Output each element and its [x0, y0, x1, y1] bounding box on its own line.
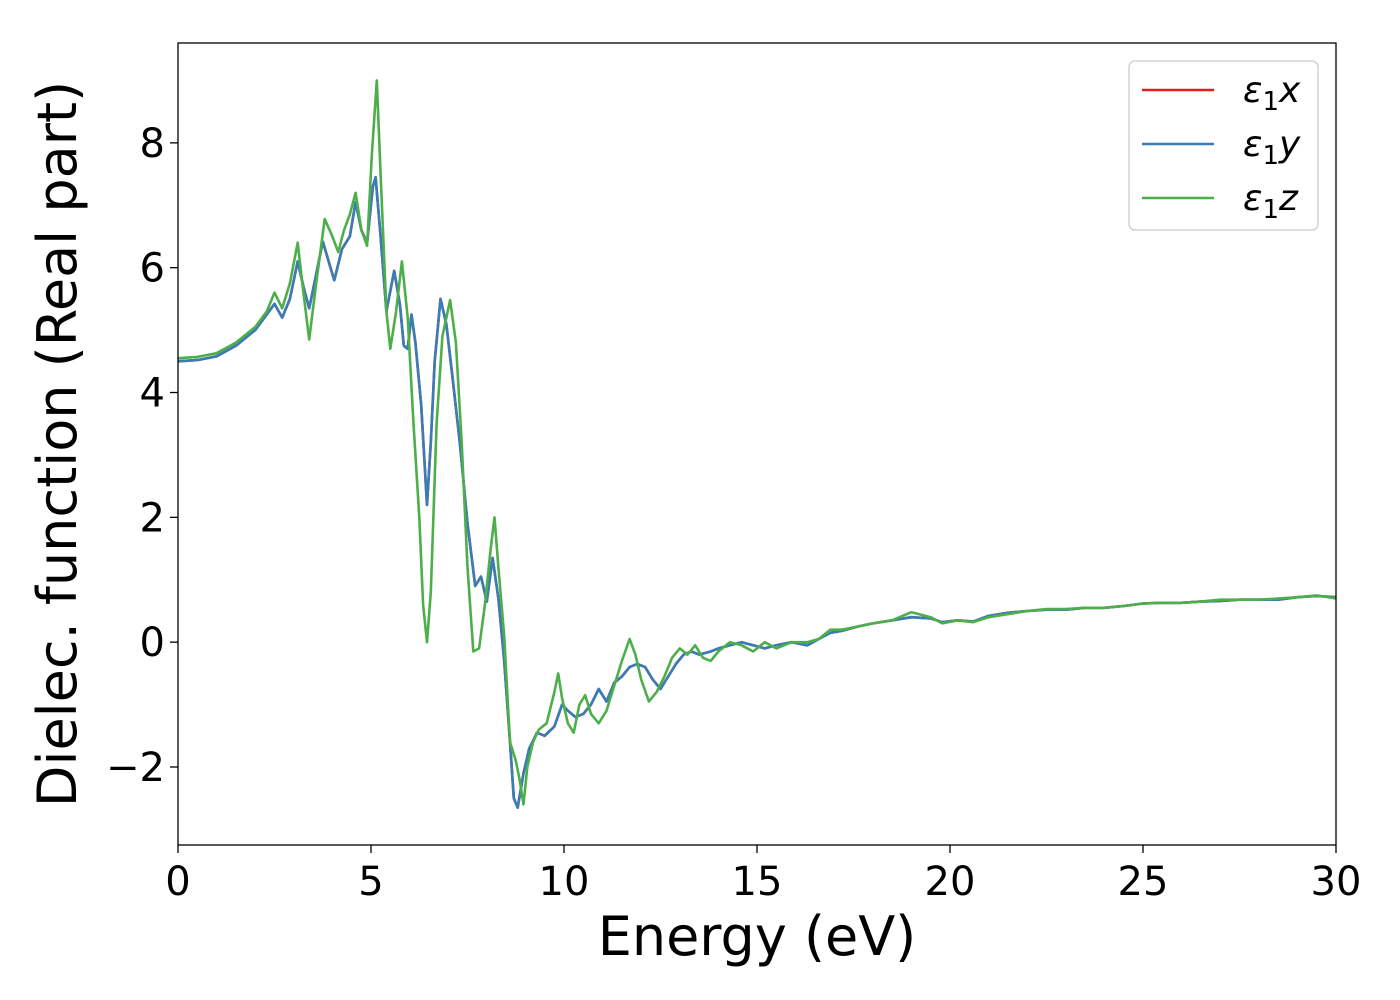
- series-layer: [178, 79, 1336, 809]
- legend-label-1: ε1x: [1243, 70, 1301, 117]
- x-tick-label: 30: [1311, 859, 1362, 905]
- series-line-3: [178, 79, 1336, 806]
- x-tick-label: 5: [358, 859, 383, 905]
- y-tick-label: 2: [140, 495, 165, 541]
- y-tick-label: 0: [140, 620, 165, 666]
- x-tick-label: 25: [1118, 859, 1169, 905]
- legend-label-3: ε1z: [1243, 178, 1299, 225]
- y-axis-label: Dielec. function (Real part): [26, 81, 89, 807]
- legend-box: [1128, 60, 1319, 231]
- y-tick-label: 6: [140, 246, 165, 292]
- x-tick-label: 0: [165, 859, 190, 905]
- y-axis: −2 0 2 4 6 8: [106, 121, 178, 791]
- y-tick-label: 8: [140, 121, 165, 167]
- x-tick-label: 20: [925, 859, 976, 905]
- legend-label-2: ε1y: [1243, 124, 1301, 171]
- y-tick-label: −2: [106, 745, 165, 791]
- x-axis-label: Energy (eV): [598, 905, 917, 968]
- x-tick-label: 15: [732, 859, 783, 905]
- x-tick-label: 10: [539, 859, 590, 905]
- x-axis: 0 5 10 15 20 25 30: [165, 845, 1361, 905]
- legend: ε1x ε1y ε1z: [1128, 60, 1319, 231]
- y-tick-label: 4: [140, 371, 165, 417]
